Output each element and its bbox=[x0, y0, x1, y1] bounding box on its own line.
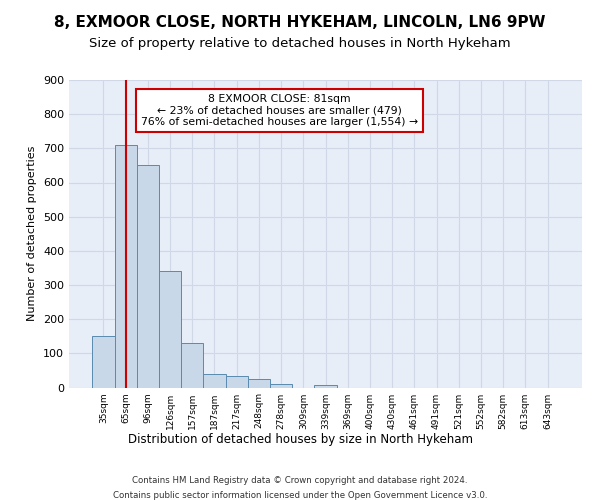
Y-axis label: Number of detached properties: Number of detached properties bbox=[28, 146, 37, 322]
Bar bbox=[115, 145, 137, 388]
Text: Contains HM Land Registry data © Crown copyright and database right 2024.: Contains HM Land Registry data © Crown c… bbox=[132, 476, 468, 485]
Bar bbox=[92, 336, 115, 388]
Text: Size of property relative to detached houses in North Hykeham: Size of property relative to detached ho… bbox=[89, 38, 511, 51]
Bar bbox=[137, 166, 159, 388]
Text: Distribution of detached houses by size in North Hykeham: Distribution of detached houses by size … bbox=[128, 432, 473, 446]
Bar bbox=[248, 379, 270, 388]
Bar bbox=[314, 385, 337, 388]
Text: 8, EXMOOR CLOSE, NORTH HYKEHAM, LINCOLN, LN6 9PW: 8, EXMOOR CLOSE, NORTH HYKEHAM, LINCOLN,… bbox=[54, 15, 546, 30]
Bar bbox=[226, 376, 248, 388]
Bar bbox=[203, 374, 226, 388]
Text: Contains public sector information licensed under the Open Government Licence v3: Contains public sector information licen… bbox=[113, 491, 487, 500]
Bar bbox=[181, 343, 203, 388]
Text: 8 EXMOOR CLOSE: 81sqm
← 23% of detached houses are smaller (479)
76% of semi-det: 8 EXMOOR CLOSE: 81sqm ← 23% of detached … bbox=[141, 94, 418, 127]
Bar bbox=[159, 272, 181, 388]
Bar bbox=[270, 384, 292, 388]
